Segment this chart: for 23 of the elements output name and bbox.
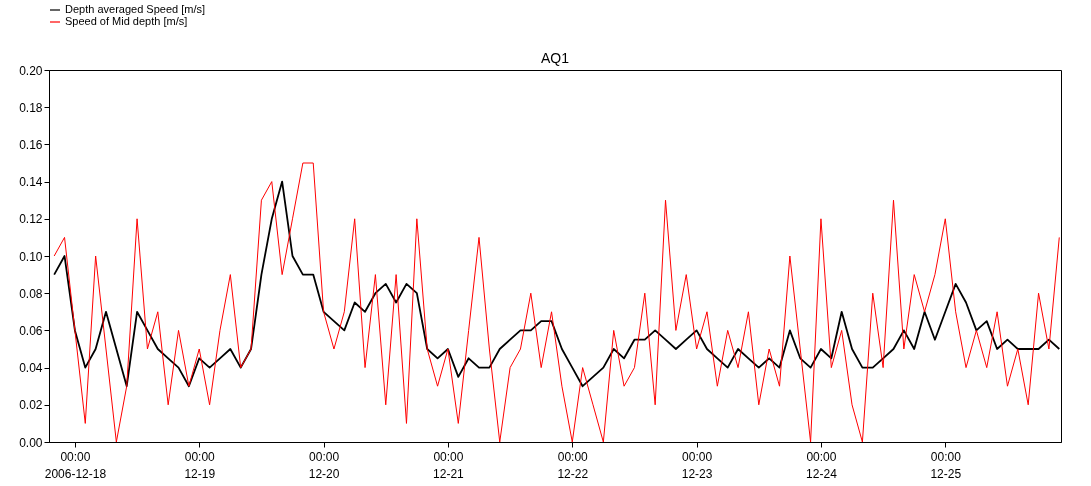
x-tick-label: 00:00 12-25	[930, 449, 962, 481]
y-tick-label: 0.04	[19, 361, 43, 376]
x-tick-label: 00:00 12-20	[308, 449, 340, 481]
legend-label: Speed of Mid depth [m/s]	[65, 15, 188, 27]
x-tick-label: 00:00 2006-12-18	[44, 449, 107, 481]
y-tick-label: 0.14	[19, 175, 43, 190]
x-tick-label: 00:00 12-24	[806, 449, 838, 481]
x-tick-label: 00:00 12-19	[184, 449, 216, 481]
y-tick-label: 0.16	[19, 137, 43, 152]
x-tick-label: 00:00 12-21	[433, 449, 465, 481]
y-tick-label: 0.08	[19, 286, 43, 301]
x-tick-label: 00:00 12-22	[557, 449, 589, 481]
chart-title: AQ1	[540, 50, 570, 66]
y-tick-label: 0.18	[19, 100, 43, 115]
y-tick-label: 0.12	[19, 212, 43, 227]
y-tick-label: 0.20	[19, 63, 43, 78]
legend-label: Depth averaged Speed [m/s]	[65, 3, 206, 15]
x-tick-label: 00:00 12-23	[681, 449, 713, 481]
line-series	[53, 162, 1060, 443]
y-tick-label: 0.00	[19, 435, 43, 450]
y-tick-label: 0.10	[19, 249, 43, 264]
y-tick-label: 0.02	[19, 398, 43, 413]
y-tick-label: 0.06	[19, 323, 43, 338]
